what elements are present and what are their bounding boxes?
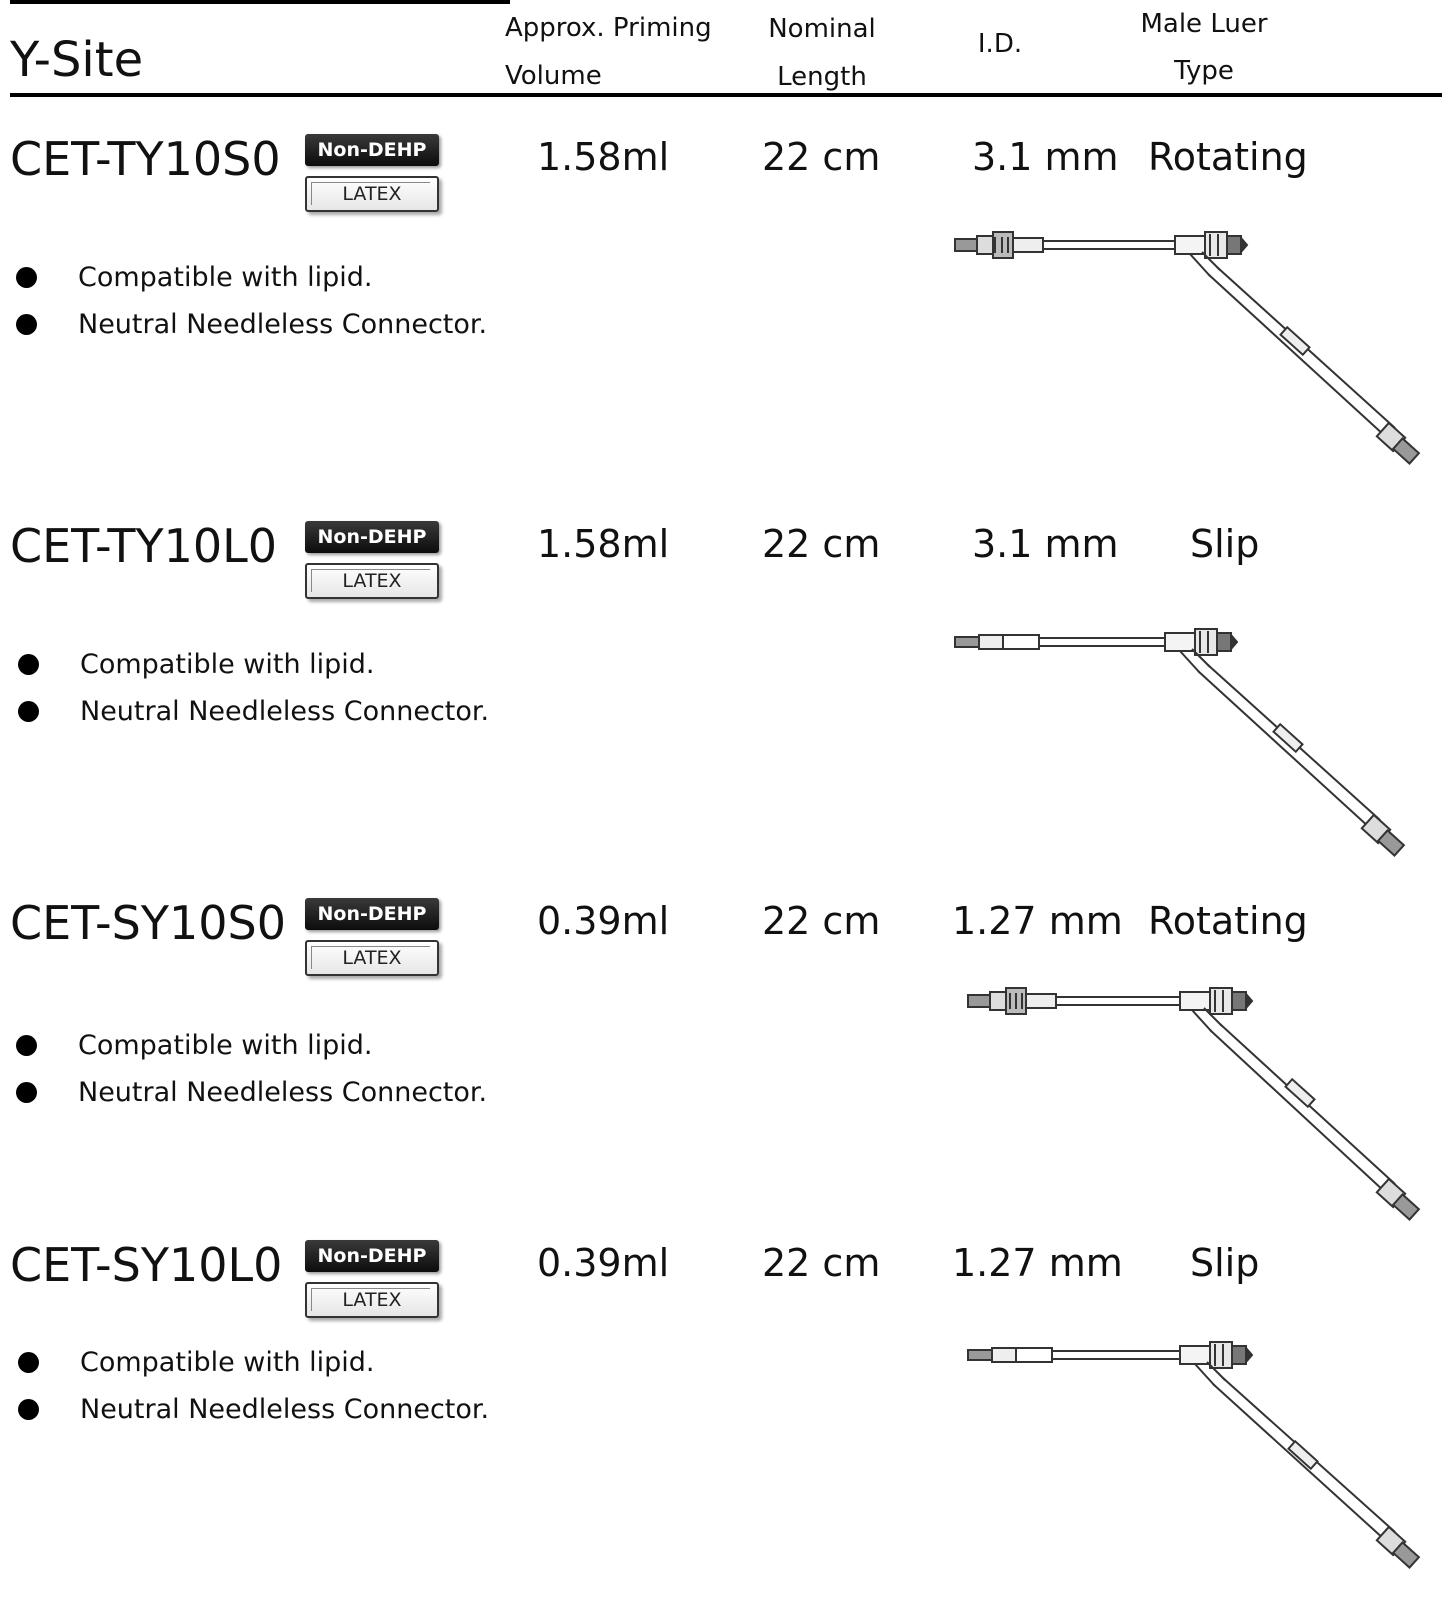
luer-type: Rotating	[1148, 899, 1308, 943]
inner-diameter: 1.27 mm	[952, 899, 1123, 943]
feature-item: Neutral Needleless Connector.	[16, 1386, 489, 1433]
luer-type: Rotating	[1148, 135, 1308, 179]
feature-list: Compatible with lipid. Neutral Needleles…	[16, 1339, 489, 1433]
header-luer-line1: Male Luer	[1140, 9, 1268, 39]
priming-volume: 0.39ml	[537, 1241, 670, 1285]
luer-type: Slip	[1190, 1241, 1260, 1285]
product-block: CET-SY10S0 Non-DEHP LATEX 0.39ml 22 cm 1…	[0, 896, 1454, 1280]
feature-item: Compatible with lipid.	[16, 1339, 489, 1386]
y-site-extension-set-slip-icon	[967, 1341, 1421, 1569]
luer-type: Slip	[1190, 522, 1260, 566]
feature-text: Neutral Needleless Connector.	[80, 696, 490, 727]
inner-diameter: 3.1 mm	[972, 522, 1119, 566]
product-block: CET-TY10L0 Non-DEHP LATEX 1.58ml 22 cm 3…	[0, 519, 1454, 903]
latex-badge: LATEX	[305, 563, 439, 599]
bullet-icon	[18, 654, 39, 675]
header-length-line2: Length	[777, 62, 867, 92]
priming-volume: 1.58ml	[537, 522, 670, 566]
nominal-length: 22 cm	[762, 899, 881, 943]
inner-diameter: 1.27 mm	[952, 1241, 1123, 1285]
feature-text: Neutral Needleless Connector.	[78, 309, 488, 340]
header-rule	[10, 93, 1442, 97]
feature-item: Neutral Needleless Connector.	[16, 688, 489, 735]
product-code: CET-TY10L0	[10, 519, 278, 573]
non-dehp-badge: Non-DEHP	[305, 134, 439, 166]
non-dehp-badge: Non-DEHP	[305, 898, 439, 930]
feature-item: Neutral Needleless Connector.	[14, 301, 487, 348]
feature-item: Compatible with lipid.	[14, 1022, 487, 1069]
nominal-length: 22 cm	[762, 135, 881, 179]
feature-text: Compatible with lipid.	[78, 262, 373, 293]
header-luer-line2: Type	[1174, 56, 1234, 86]
feature-item: Neutral Needleless Connector.	[14, 1069, 487, 1116]
latex-badge: LATEX	[305, 1282, 439, 1318]
latex-badge-label: LATEX	[342, 570, 402, 592]
bullet-icon	[16, 1035, 37, 1056]
nominal-length: 22 cm	[762, 522, 881, 566]
product-code: CET-SY10S0	[10, 896, 286, 950]
nominal-length: 22 cm	[762, 1241, 881, 1285]
product-block: CET-SY10L0 Non-DEHP LATEX 0.39ml 22 cm 1…	[0, 1238, 1454, 1622]
y-site-extension-set-rotating-icon	[967, 987, 1421, 1221]
feature-text: Compatible with lipid.	[78, 1030, 373, 1061]
non-dehp-badge: Non-DEHP	[305, 1240, 439, 1272]
priming-volume: 0.39ml	[537, 899, 670, 943]
bullet-icon	[16, 1082, 37, 1103]
feature-list: Compatible with lipid. Neutral Needleles…	[16, 641, 489, 735]
header-length-line1: Nominal	[768, 14, 876, 44]
header-priming-line2: Volume	[505, 61, 602, 91]
latex-badge: LATEX	[305, 940, 439, 976]
section-title: Y-Site	[10, 32, 144, 88]
feature-text: Neutral Needleless Connector.	[80, 1394, 490, 1425]
feature-list: Compatible with lipid. Neutral Needleles…	[14, 254, 487, 348]
latex-badge-label: LATEX	[342, 183, 402, 205]
product-code: CET-TY10S0	[10, 132, 281, 186]
header-id: I.D.	[977, 29, 1023, 59]
non-dehp-badge: Non-DEHP	[305, 521, 439, 553]
feature-list: Compatible with lipid. Neutral Needleles…	[14, 1022, 487, 1116]
product-code: CET-SY10L0	[10, 1238, 283, 1292]
bullet-icon	[16, 314, 37, 335]
priming-volume: 1.58ml	[537, 135, 670, 179]
bullet-icon	[18, 1352, 39, 1373]
bullet-icon	[16, 267, 37, 288]
latex-badge-label: LATEX	[342, 947, 402, 969]
feature-item: Compatible with lipid.	[16, 641, 489, 688]
header-priming-line1: Approx. Priming	[505, 13, 712, 43]
feature-text: Compatible with lipid.	[80, 1347, 375, 1378]
y-site-extension-set-slip-icon	[954, 628, 1406, 857]
bullet-icon	[18, 701, 39, 722]
latex-badge: LATEX	[305, 176, 439, 212]
latex-badge-label: LATEX	[342, 1289, 402, 1311]
bullet-icon	[18, 1399, 39, 1420]
top-rule	[10, 0, 510, 4]
feature-item: Compatible with lipid.	[14, 254, 487, 301]
product-block: CET-TY10S0 Non-DEHP LATEX 1.58ml 22 cm 3…	[0, 132, 1454, 516]
feature-text: Neutral Needleless Connector.	[78, 1077, 488, 1108]
inner-diameter: 3.1 mm	[972, 135, 1119, 179]
y-site-extension-set-rotating-icon	[954, 231, 1421, 465]
feature-text: Compatible with lipid.	[80, 649, 375, 680]
